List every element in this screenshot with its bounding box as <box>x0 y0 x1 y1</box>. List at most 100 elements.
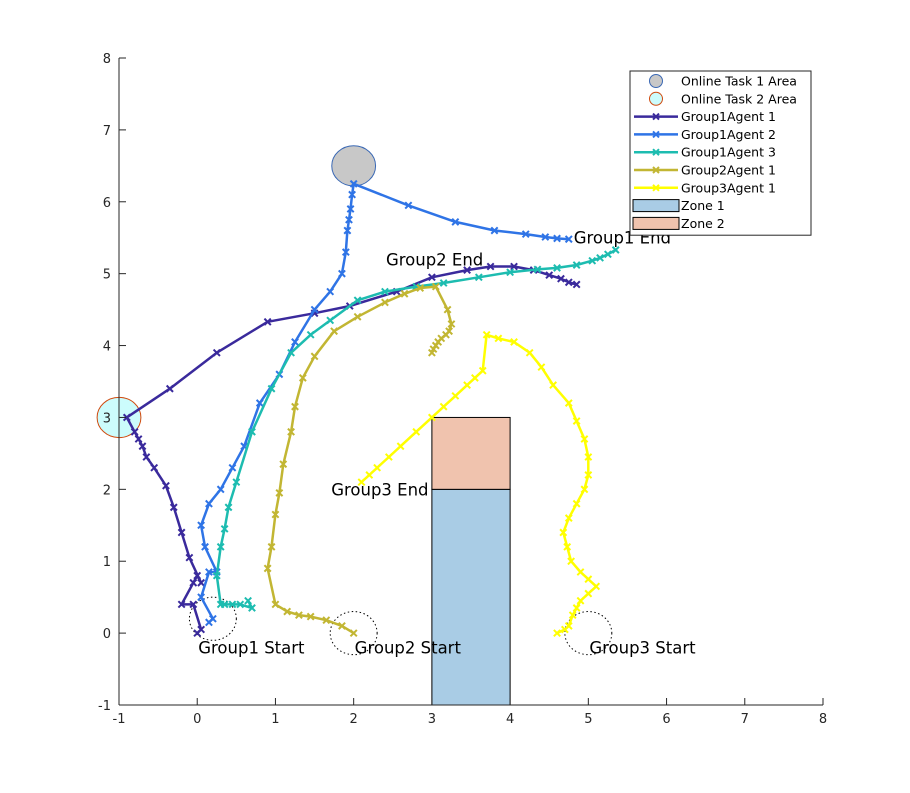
data-point-group1agent-2 <box>310 305 319 314</box>
data-point-group1agent-3 <box>611 246 620 254</box>
data-point-group2agent-1 <box>349 629 358 638</box>
data-point-group1agent-3 <box>232 478 241 487</box>
data-point-group1agent-1 <box>122 413 131 422</box>
data-point-group1agent-2 <box>343 226 352 235</box>
legend-marker <box>652 148 660 156</box>
legend-label: Group1Agent 2 <box>681 127 776 142</box>
legend-entry-group3agent-1: Group3Agent 1 <box>634 180 776 195</box>
data-point-group3agent-1 <box>584 589 593 598</box>
data-point-group2agent-1 <box>287 427 295 436</box>
data-point-group3agent-1 <box>580 435 589 443</box>
data-point-group1agent-1 <box>169 503 178 512</box>
y-tick-label: 4 <box>103 340 111 355</box>
data-point-group1agent-3 <box>248 604 256 612</box>
legend-label: Online Task 1 Area <box>681 74 797 89</box>
data-point-group3agent-1 <box>564 514 573 522</box>
zone-zone-1 <box>431 488 511 706</box>
legend-label: Zone 2 <box>681 216 725 231</box>
data-point-group1agent-1 <box>177 528 186 537</box>
legend-entry-online-task-2-area: Online Task 2 Area <box>649 91 797 106</box>
data-point-group1agent-1 <box>197 578 206 587</box>
data-point-group1agent-3 <box>588 256 597 265</box>
x-tick-label: 1 <box>271 712 279 727</box>
data-point-group2agent-1 <box>338 622 346 630</box>
data-point-group1agent-3 <box>216 600 225 609</box>
data-point-group3agent-1 <box>559 528 568 537</box>
data-point-group3agent-1 <box>451 391 460 400</box>
data-point-group1agent-3 <box>439 279 448 287</box>
data-point-group1agent-1 <box>564 278 573 287</box>
series-line-group1agent-2 <box>199 182 569 624</box>
legend-entry-zone-2: Zone 2 <box>632 216 725 231</box>
data-point-group1agent-2 <box>349 179 358 188</box>
data-point-group1agent-1 <box>150 463 159 472</box>
data-point-group1agent-2 <box>197 521 206 530</box>
data-point-group2agent-1 <box>271 510 280 519</box>
data-point-group2agent-1 <box>283 607 292 616</box>
y-tick-label: 6 <box>103 196 111 211</box>
zones-layer <box>431 416 511 706</box>
y-tick-label: 7 <box>103 124 111 139</box>
data-point-group1agent-1 <box>142 453 151 461</box>
legend-label: Zone 1 <box>681 198 725 213</box>
data-point-group2agent-1 <box>275 489 284 497</box>
data-point-group1agent-1 <box>130 427 139 436</box>
y-tick-label: 3 <box>103 411 111 426</box>
data-point-group1agent-2 <box>326 287 335 296</box>
data-point-group2agent-1 <box>447 320 456 328</box>
data-point-group1agent-3 <box>224 503 233 512</box>
data-point-group1agent-2 <box>348 190 357 199</box>
data-point-group2agent-1 <box>279 460 288 469</box>
legend: Online Task 1 Area Online Task 2 Area Grou… <box>629 70 812 236</box>
data-point-group1agent-1 <box>189 600 198 609</box>
data-point-group1agent-1 <box>193 571 202 580</box>
data-point-group1agent-1 <box>185 553 194 562</box>
data-point-group1agent-3 <box>326 316 335 325</box>
x-tick-label: 8 <box>819 712 827 727</box>
data-point-group1agent-1 <box>138 442 147 451</box>
data-point-group1agent-3 <box>287 348 295 357</box>
data-point-group1agent-2 <box>490 226 499 235</box>
start-circle-2 <box>329 611 378 656</box>
x-tick-label: 6 <box>662 712 670 727</box>
data-point-group3agent-1 <box>567 557 576 566</box>
data-point-group2agent-1 <box>443 305 452 314</box>
data-point-group1agent-1 <box>177 600 186 609</box>
data-point-group3agent-1 <box>568 611 577 620</box>
data-point-group1agent-2 <box>201 542 209 551</box>
data-point-group2agent-1 <box>330 327 339 336</box>
legend-marker <box>652 130 660 139</box>
data-point-group1agent-3 <box>572 261 581 269</box>
data-point-group1agent-1 <box>510 262 518 271</box>
annotation-group1-start: Group1 Start <box>198 638 305 657</box>
data-point-group2agent-1 <box>291 402 299 411</box>
data-point-group1agent-2 <box>197 593 206 602</box>
annotation-group3-end: Group3 End <box>331 480 428 499</box>
data-point-group3agent-1 <box>580 485 589 494</box>
data-point-group2agent-1 <box>310 352 319 361</box>
task-area-online-task-1-area <box>331 145 377 187</box>
data-point-group3agent-1 <box>564 622 573 630</box>
data-point-group3agent-1 <box>463 381 471 390</box>
legend-entry-group2agent-1: Group2Agent 1 <box>634 163 776 178</box>
data-point-group1agent-3 <box>474 273 483 282</box>
data-point-group3agent-1 <box>537 363 546 372</box>
data-point-group1agent-2 <box>255 399 264 407</box>
data-point-group3agent-1 <box>576 568 585 576</box>
data-point-group1agent-3 <box>220 524 229 533</box>
data-point-group1agent-2 <box>521 230 530 239</box>
data-point-group2agent-1 <box>431 282 440 291</box>
data-point-group1agent-2 <box>451 217 460 226</box>
series-group1agent-3 <box>212 246 620 612</box>
data-point-group1agent-1 <box>212 348 221 357</box>
data-point-group1agent-2 <box>564 235 573 244</box>
data-point-group2agent-1 <box>400 289 409 298</box>
data-point-group3agent-1 <box>592 582 601 591</box>
legend-entry-group1agent-1: Group1Agent 1 <box>634 109 776 124</box>
data-point-group1agent-2 <box>205 499 213 508</box>
legend-swatch <box>649 74 663 88</box>
data-point-group1agent-3 <box>228 600 237 609</box>
data-point-group3agent-1 <box>384 453 393 461</box>
data-point-group1agent-2 <box>345 215 353 224</box>
data-point-group1agent-1 <box>427 273 436 282</box>
